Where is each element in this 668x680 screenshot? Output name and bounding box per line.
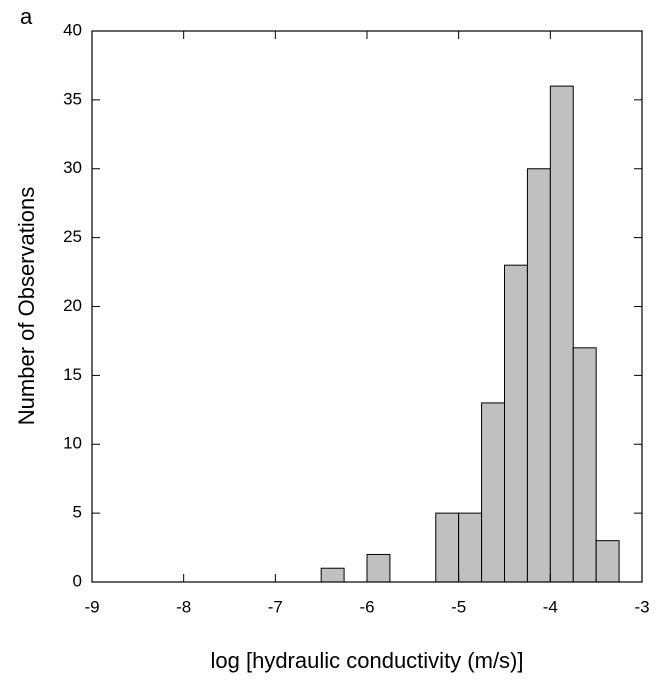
bar: [504, 264, 528, 583]
bar: [435, 512, 460, 583]
bar: [572, 347, 597, 583]
x-tick-label: -7: [268, 597, 283, 616]
y-tick-label: 10: [63, 434, 82, 453]
y-tick-label: 15: [63, 365, 82, 384]
y-tick-label: 25: [63, 227, 82, 246]
bar: [320, 567, 345, 583]
x-tick-label: -4: [543, 597, 558, 616]
bar: [526, 168, 551, 583]
bar: [458, 512, 483, 583]
panel-label: a: [20, 4, 33, 29]
x-tick-label: -9: [84, 597, 99, 616]
bar: [595, 540, 620, 583]
bar: [549, 85, 574, 583]
x-tick-label: -8: [176, 597, 191, 616]
y-axis-label: Number of Observations: [14, 187, 39, 425]
x-tick-label: -3: [634, 597, 649, 616]
y-tick-label: 35: [63, 89, 82, 108]
y-tick-label: 20: [63, 296, 82, 315]
x-axis-label: log [hydraulic conductivity (m/s)]: [211, 648, 524, 673]
y-tick-label: 30: [63, 158, 82, 177]
bar: [481, 402, 506, 583]
y-tick-label: 0: [73, 571, 82, 590]
y-tick-label: 40: [63, 20, 82, 39]
x-tick-label: -5: [451, 597, 466, 616]
x-tick-label: -6: [359, 597, 374, 616]
bar: [366, 553, 391, 583]
y-tick-label: 5: [73, 503, 82, 522]
